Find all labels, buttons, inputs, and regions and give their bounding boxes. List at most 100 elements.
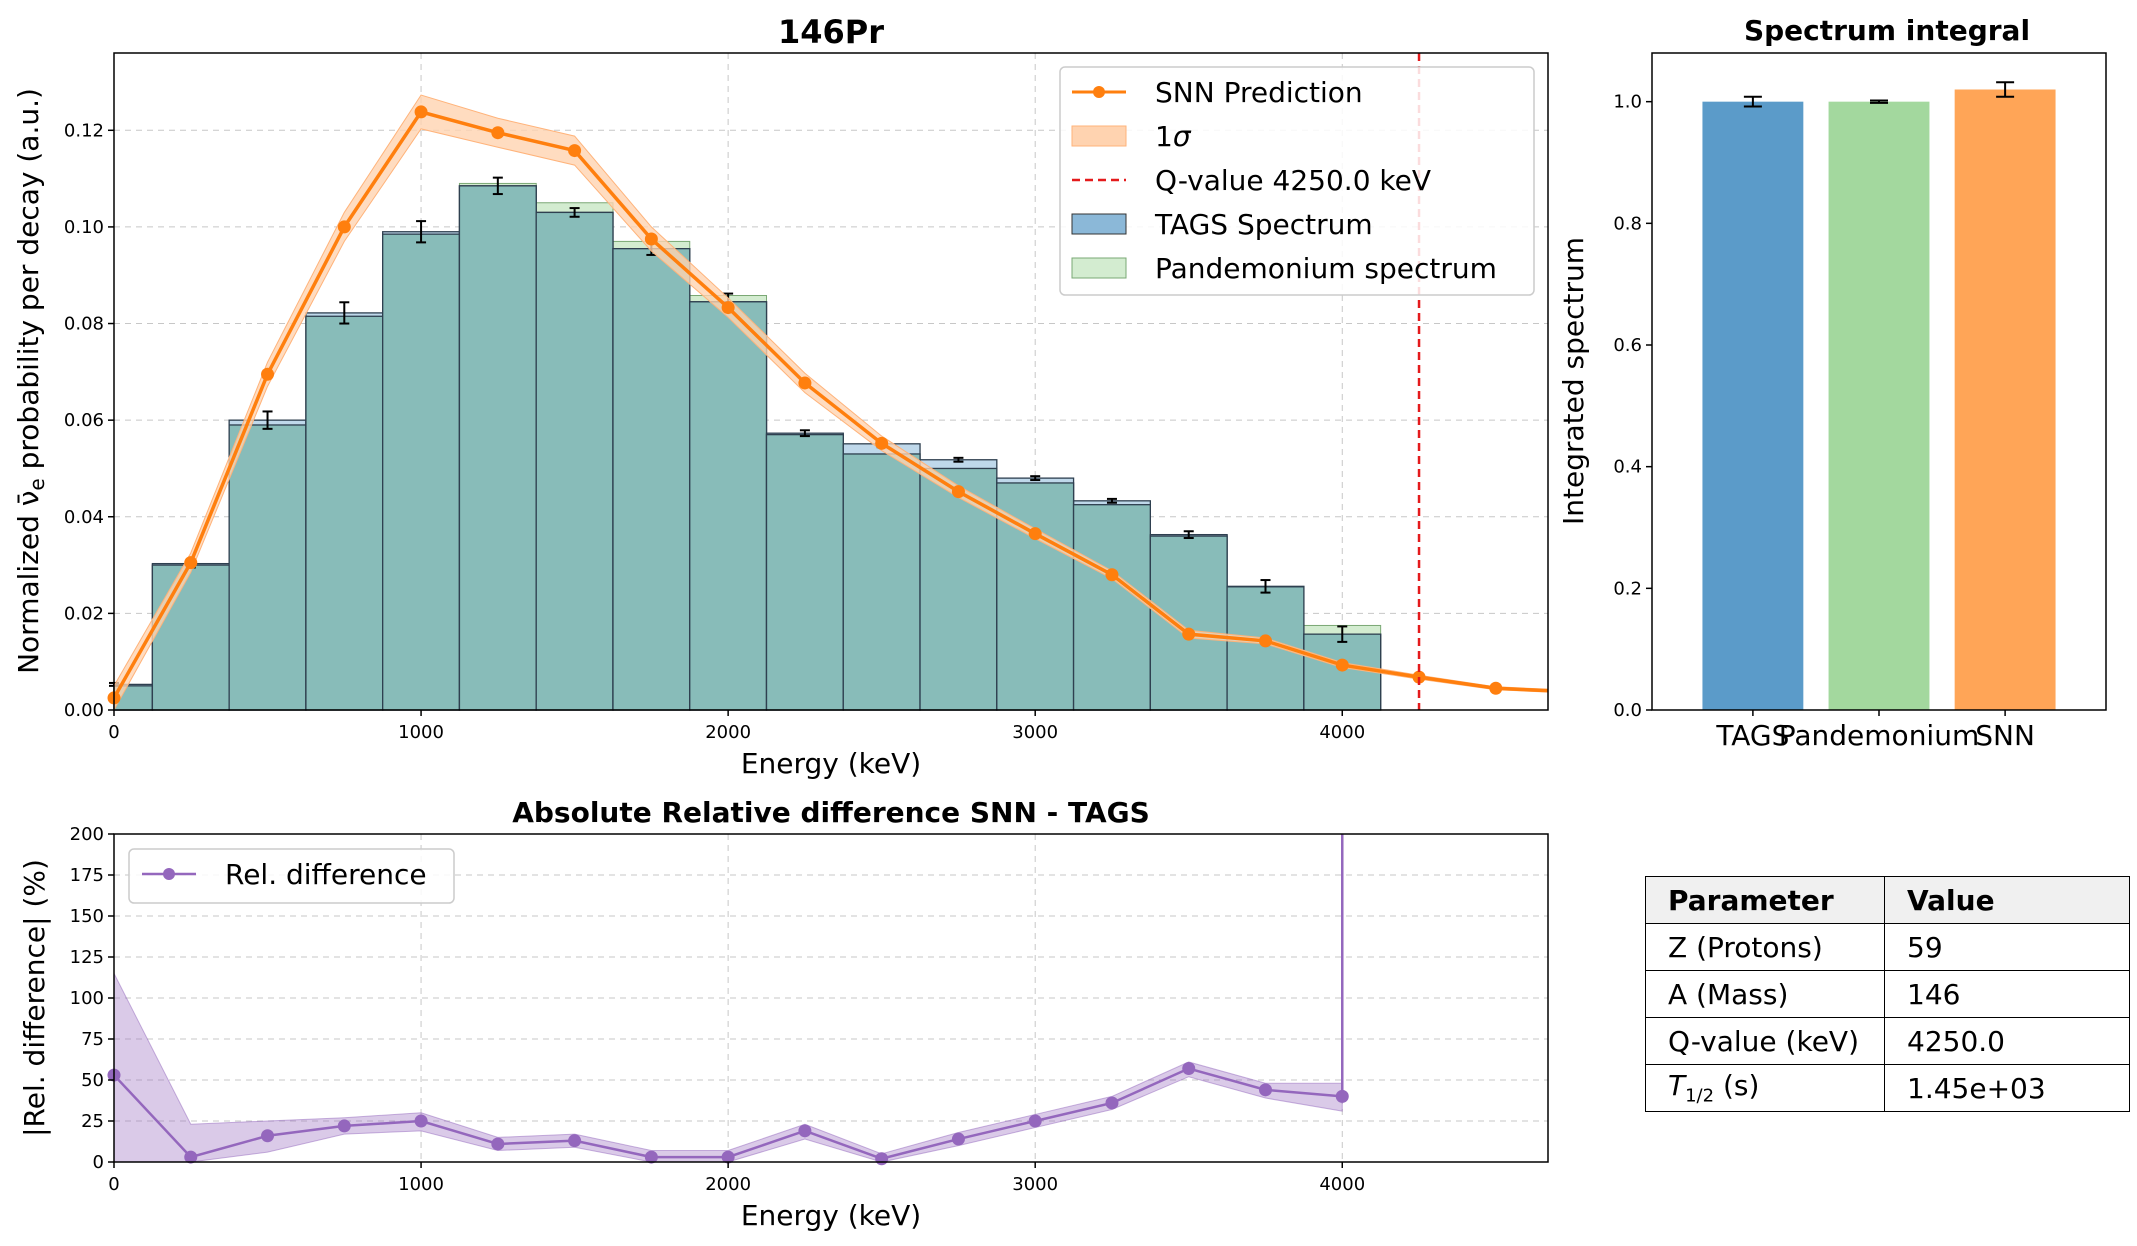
y-tick-label: 0.08 bbox=[64, 314, 104, 335]
table-cell-value: 146 bbox=[1884, 970, 2130, 1018]
y-tick-label: 0.10 bbox=[64, 217, 104, 238]
x-tick-label: 4000 bbox=[1319, 722, 1365, 743]
main-y-label-rest: probability per decay (a.u.) bbox=[12, 88, 45, 478]
snn-point bbox=[644, 232, 658, 246]
y-tick-label: 0.06 bbox=[64, 410, 104, 431]
table-cell-parameter: Z (Protons) bbox=[1645, 923, 1885, 971]
main-title: 146Pr bbox=[778, 13, 884, 51]
overlap-bar bbox=[842, 453, 921, 711]
main-y-label: Normalized ν̄e probability per decay (a.… bbox=[12, 88, 49, 674]
overlap-bar bbox=[305, 315, 384, 711]
legend-sigma-swatch bbox=[1071, 125, 1127, 147]
overlap-bar bbox=[765, 433, 844, 711]
y-tick-label: 0.12 bbox=[64, 120, 104, 141]
integral-y-tick-label: 0.2 bbox=[1613, 578, 1642, 599]
snn-point bbox=[1028, 527, 1042, 541]
reldiff-x-tick-label: 3000 bbox=[1012, 1174, 1058, 1195]
snn-point bbox=[1182, 627, 1196, 641]
snn-point bbox=[798, 376, 812, 390]
integral-y-label: Integrated spectrum bbox=[1557, 237, 1590, 525]
main-y-ticks: 0.00 0.02 0.04 0.06 0.08 0.10 0.12 bbox=[64, 120, 114, 721]
overlap-bar bbox=[535, 211, 614, 711]
reldiff-x-tick-label: 1000 bbox=[398, 1174, 444, 1195]
reldiff-y-tick-label: 75 bbox=[81, 1029, 104, 1050]
main-x-label: Energy (keV) bbox=[741, 747, 921, 780]
reldiff-y-tick-label: 25 bbox=[81, 1111, 104, 1132]
main-x-ticks: 0 1000 2000 3000 4000 bbox=[108, 710, 1365, 743]
x-tick-label: 0 bbox=[108, 722, 119, 743]
reldiff-point bbox=[1105, 1096, 1119, 1110]
main-plot: 146Pr 0 1000 2000 3000 4000 0.00 0.02 0.04 0.06… bbox=[12, 13, 1549, 780]
reldiff-title: Absolute Relative difference SNN - TAGS bbox=[512, 796, 1150, 829]
main-legend-box bbox=[1059, 66, 1535, 296]
overlap-bar bbox=[612, 248, 691, 711]
reldiff-y-tick-label: 0 bbox=[93, 1152, 104, 1173]
legend-entry-pandemonium: Pandemonium spectrum bbox=[1071, 252, 1497, 285]
reldiff-point bbox=[337, 1119, 351, 1133]
reldiff-x-label: Energy (keV) bbox=[741, 1199, 921, 1232]
snn-point bbox=[1258, 634, 1272, 648]
legend-entry-qvalue: Q-value 4250.0 keV bbox=[1072, 164, 1431, 197]
reldiff-point bbox=[644, 1150, 658, 1164]
table-row: Z (Protons) 59 bbox=[1645, 923, 2130, 971]
reldiff-y-tick-label: 100 bbox=[70, 988, 104, 1009]
reldiff-point bbox=[261, 1129, 275, 1143]
x-tick-label: 3000 bbox=[1012, 722, 1058, 743]
integral-x-tick-label: SNN bbox=[1975, 719, 2035, 752]
table-cell-value: 1.45e+03 bbox=[1884, 1064, 2130, 1112]
x-tick-label: 2000 bbox=[705, 722, 751, 743]
table-row: Q-value (keV) 4250.0 bbox=[1645, 1017, 2130, 1065]
integral-y-tick-label: 1.0 bbox=[1613, 92, 1642, 113]
snn-point bbox=[568, 144, 582, 158]
reldiff-x-ticks: 0 1000 2000 3000 4000 bbox=[108, 1162, 1365, 1195]
snn-point bbox=[875, 436, 889, 450]
overlap-bar bbox=[228, 424, 307, 711]
snn-point bbox=[414, 105, 428, 119]
snn-point bbox=[951, 485, 965, 499]
integral-y-tick-label: 0.4 bbox=[1613, 457, 1642, 478]
integral-y-tick-label: 0.8 bbox=[1613, 213, 1642, 234]
snn-point bbox=[184, 556, 198, 570]
snn-point bbox=[337, 220, 351, 234]
reldiff-legend-box bbox=[128, 848, 455, 904]
reldiff-point bbox=[1028, 1114, 1042, 1128]
legend-tags-swatch bbox=[1071, 213, 1127, 235]
overlap-bar bbox=[1149, 535, 1228, 711]
reldiff-point bbox=[568, 1134, 582, 1148]
half-life-subscript: 1/2 bbox=[1685, 1085, 1715, 1107]
table-row: T1/2 (s) 1.45e+03 bbox=[1645, 1064, 2130, 1112]
snn-point bbox=[1489, 681, 1503, 695]
legend-pandemonium-label: Pandemonium spectrum bbox=[1155, 252, 1497, 285]
parameter-table: Parameter Value Z (Protons) 59 A (Mass) … bbox=[1645, 876, 2130, 1112]
reldiff-line bbox=[107, 834, 1349, 1166]
reldiff-y-tick-label: 175 bbox=[70, 865, 104, 886]
reldiff-point bbox=[414, 1114, 428, 1128]
reldiff-plot: Absolute Relative difference SNN - TAGS … bbox=[18, 796, 1549, 1232]
reldiff-y-label: |Rel. difference| (%) bbox=[18, 859, 51, 1137]
reldiff-y-tick-label: 50 bbox=[81, 1070, 104, 1091]
snn-point bbox=[721, 301, 735, 315]
legend-qvalue-label: Q-value 4250.0 keV bbox=[1155, 164, 1431, 197]
overlap-bar bbox=[151, 564, 230, 711]
table-row: A (Mass) 146 bbox=[1645, 970, 2130, 1018]
legend-entry-sigma: 1σ bbox=[1071, 120, 1192, 153]
y-tick-label: 0.04 bbox=[64, 507, 104, 528]
reldiff-x-tick-label: 2000 bbox=[705, 1174, 751, 1195]
y-tick-label: 0.00 bbox=[64, 700, 104, 721]
reldiff-legend-marker bbox=[163, 868, 175, 880]
snn-point bbox=[491, 126, 505, 140]
nu-subscript: e bbox=[25, 478, 49, 490]
table-header-value: Value bbox=[1884, 876, 2130, 924]
table-cell-parameter: A (Mass) bbox=[1645, 970, 1885, 1018]
tags-bars bbox=[113, 185, 1382, 711]
reldiff-point bbox=[1258, 1083, 1272, 1097]
reldiff-legend: Rel. difference bbox=[128, 848, 455, 904]
overlap-bar bbox=[689, 301, 768, 711]
reldiff-point bbox=[184, 1150, 198, 1164]
reldiff-y-tick-label: 200 bbox=[70, 824, 104, 845]
table-cell-value: 59 bbox=[1884, 923, 2130, 971]
legend-sigma-label: 1σ bbox=[1155, 120, 1192, 153]
reldiff-x-tick-label: 0 bbox=[108, 1174, 119, 1195]
